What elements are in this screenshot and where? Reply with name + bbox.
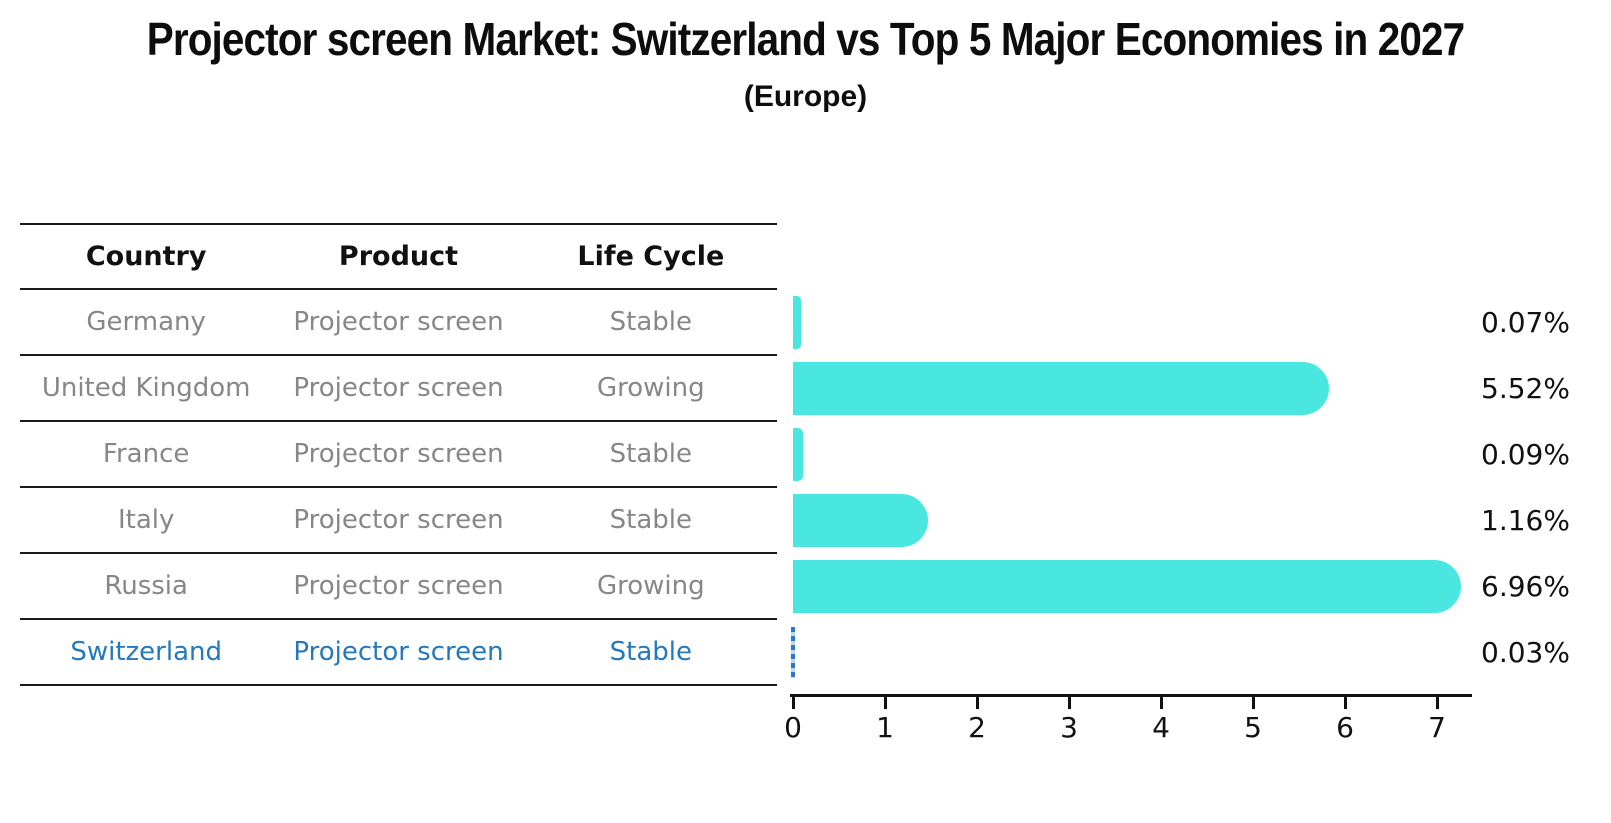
- product-cell: Projector screen: [293, 505, 504, 535]
- x-axis-tick: [976, 697, 979, 709]
- table-row: Italy Projector screen Stable: [20, 502, 777, 538]
- x-axis-tick-label: 4: [1152, 711, 1170, 744]
- chart-title: Projector screen Market: Switzerland vs …: [146, 13, 1465, 65]
- table-row-rule: [20, 354, 777, 356]
- table-row: France Projector screen Stable: [20, 436, 777, 472]
- bar-italy: [793, 494, 928, 547]
- column-header-country: Country: [85, 240, 207, 272]
- value-label: 0.07%: [1481, 305, 1570, 339]
- table-top-rule: [20, 223, 777, 225]
- product-cell: Projector screen: [293, 571, 504, 601]
- column-header-life-cycle: Life Cycle: [577, 240, 725, 272]
- bar-france: [793, 428, 804, 481]
- life-cycle-cell: Stable: [609, 637, 692, 667]
- table-bottom-rule: [20, 684, 777, 686]
- value-label: 0.03%: [1481, 635, 1570, 669]
- table-row-rule: [20, 420, 777, 422]
- x-axis-tick-label: 1: [876, 711, 894, 744]
- product-cell: Projector screen: [293, 373, 504, 403]
- x-axis-tick-label: 7: [1428, 711, 1446, 744]
- country-cell: Russia: [104, 571, 188, 601]
- life-cycle-cell: Growing: [596, 373, 705, 403]
- column-header-product: Product: [338, 240, 459, 272]
- product-cell: Projector screen: [293, 307, 504, 337]
- table-header-row: Country Product Life Cycle: [20, 238, 777, 274]
- life-cycle-cell: Stable: [609, 307, 692, 337]
- chart-subtitle: (Europe): [743, 80, 868, 113]
- bar-united-kingdom: [793, 362, 1329, 415]
- x-axis-tick-label: 5: [1244, 711, 1262, 744]
- table-row-rule: [20, 618, 777, 620]
- product-cell: Projector screen: [293, 637, 504, 667]
- country-cell: United Kingdom: [41, 373, 251, 403]
- table-row-rule: [20, 486, 777, 488]
- bar-russia: [793, 560, 1462, 613]
- x-axis-tick-label: 0: [784, 711, 802, 744]
- x-axis-tick: [1436, 697, 1439, 709]
- table-header-rule: [20, 288, 777, 290]
- life-cycle-cell: Growing: [596, 571, 705, 601]
- x-axis-tick-label: 6: [1336, 711, 1354, 744]
- life-cycle-cell: Stable: [609, 505, 692, 535]
- x-axis-tick-label: 3: [1060, 711, 1078, 744]
- x-axis-tick-label: 2: [968, 711, 986, 744]
- x-axis-tick: [1068, 697, 1071, 709]
- table-row: Germany Projector screen Stable: [20, 304, 777, 340]
- country-cell: Germany: [86, 307, 206, 337]
- x-axis-line: [790, 694, 1472, 697]
- x-axis-tick: [1252, 697, 1255, 709]
- bar-germany: [793, 296, 802, 349]
- value-label: 5.52%: [1481, 371, 1570, 405]
- bar-switzerland-highlighted: [791, 627, 795, 678]
- table-row: United Kingdom Projector screen Growing: [20, 370, 777, 406]
- value-label: 1.16%: [1481, 503, 1570, 537]
- country-cell: Italy: [117, 505, 175, 535]
- country-cell: Switzerland: [70, 637, 222, 667]
- value-label: 6.96%: [1481, 569, 1570, 603]
- product-cell: Projector screen: [293, 439, 504, 469]
- x-axis-tick: [792, 697, 795, 709]
- value-label: 0.09%: [1481, 437, 1570, 471]
- table-row: Russia Projector screen Growing: [20, 568, 777, 604]
- table-row-highlighted: Switzerland Projector screen Stable: [20, 634, 777, 670]
- country-cell: France: [102, 439, 190, 469]
- table-row-rule: [20, 552, 777, 554]
- x-axis-tick: [1344, 697, 1347, 709]
- x-axis-tick: [1160, 697, 1163, 709]
- x-axis-tick: [884, 697, 887, 709]
- life-cycle-cell: Stable: [609, 439, 692, 469]
